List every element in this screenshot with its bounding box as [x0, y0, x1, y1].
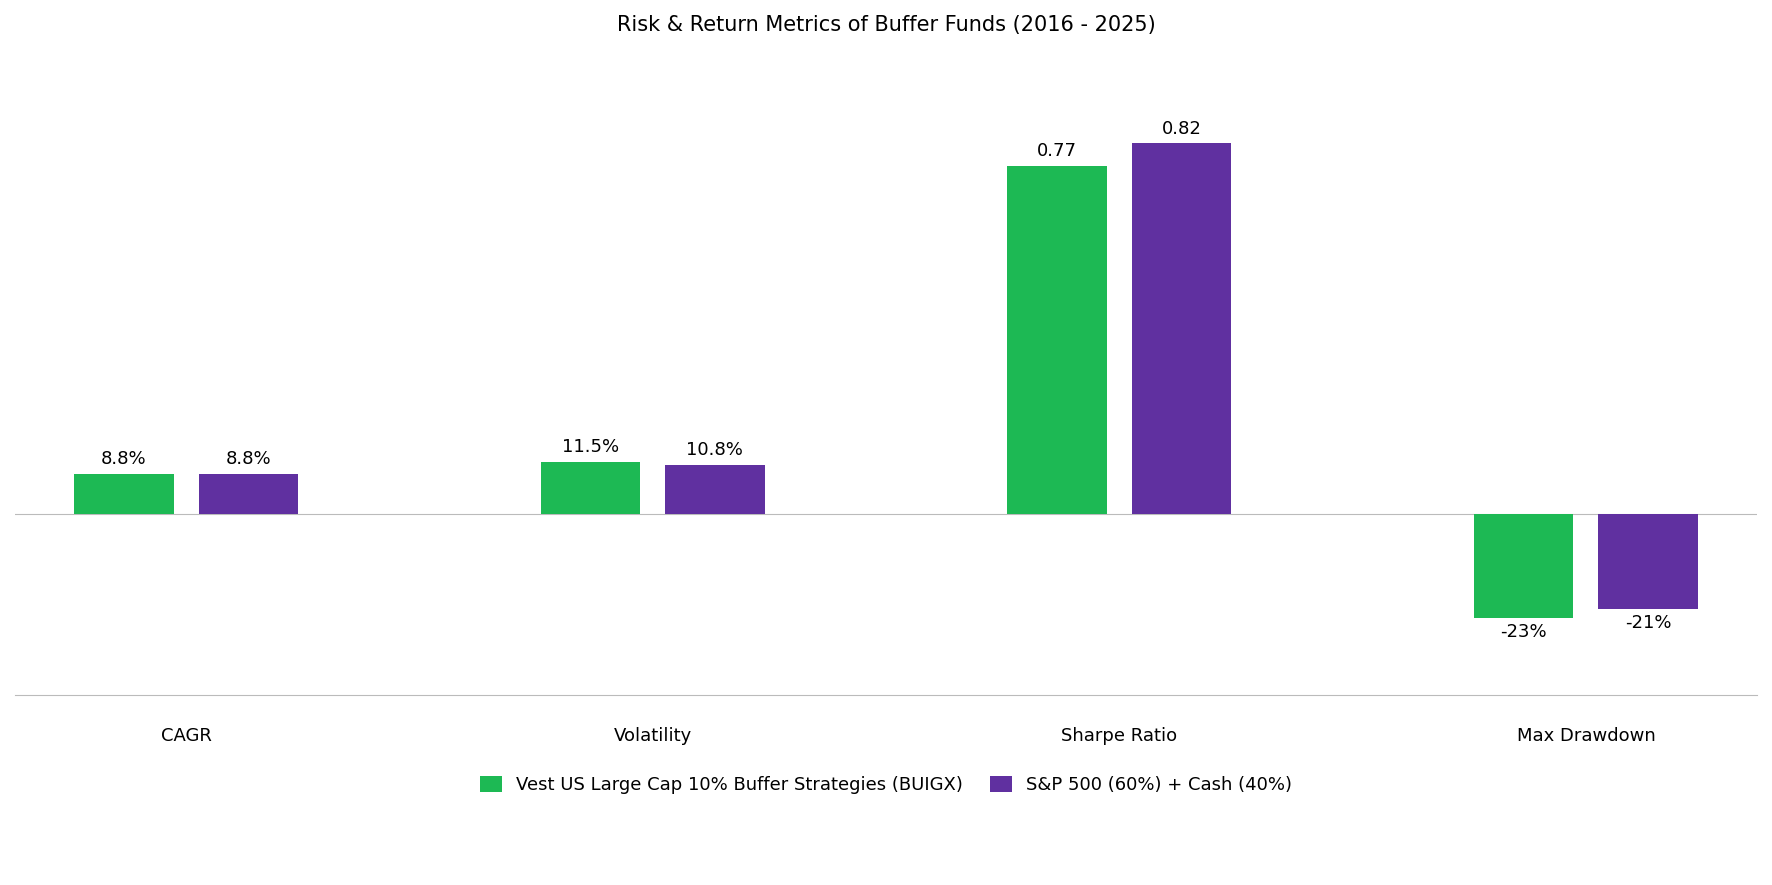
- Text: 11.5%: 11.5%: [562, 438, 618, 457]
- Bar: [1598, 513, 1698, 609]
- Bar: [1474, 513, 1574, 618]
- Text: -21%: -21%: [1625, 614, 1671, 632]
- Text: 8.8%: 8.8%: [225, 450, 271, 468]
- Bar: [1006, 165, 1108, 513]
- Bar: [664, 465, 766, 513]
- Text: 10.8%: 10.8%: [686, 442, 742, 459]
- Title: Risk & Return Metrics of Buffer Funds (2016 - 2025): Risk & Return Metrics of Buffer Funds (2…: [617, 15, 1155, 35]
- Text: 0.82: 0.82: [1162, 119, 1201, 137]
- Bar: [74, 473, 174, 513]
- Text: 0.77: 0.77: [1037, 142, 1077, 160]
- Legend: Vest US Large Cap 10% Buffer Strategies (BUIGX), S&P 500 (60%) + Cash (40%): Vest US Large Cap 10% Buffer Strategies …: [471, 767, 1301, 804]
- Text: 8.8%: 8.8%: [101, 450, 147, 468]
- Bar: [540, 462, 640, 513]
- Text: -23%: -23%: [1501, 623, 1547, 641]
- Bar: [198, 473, 298, 513]
- Bar: [1132, 143, 1232, 513]
